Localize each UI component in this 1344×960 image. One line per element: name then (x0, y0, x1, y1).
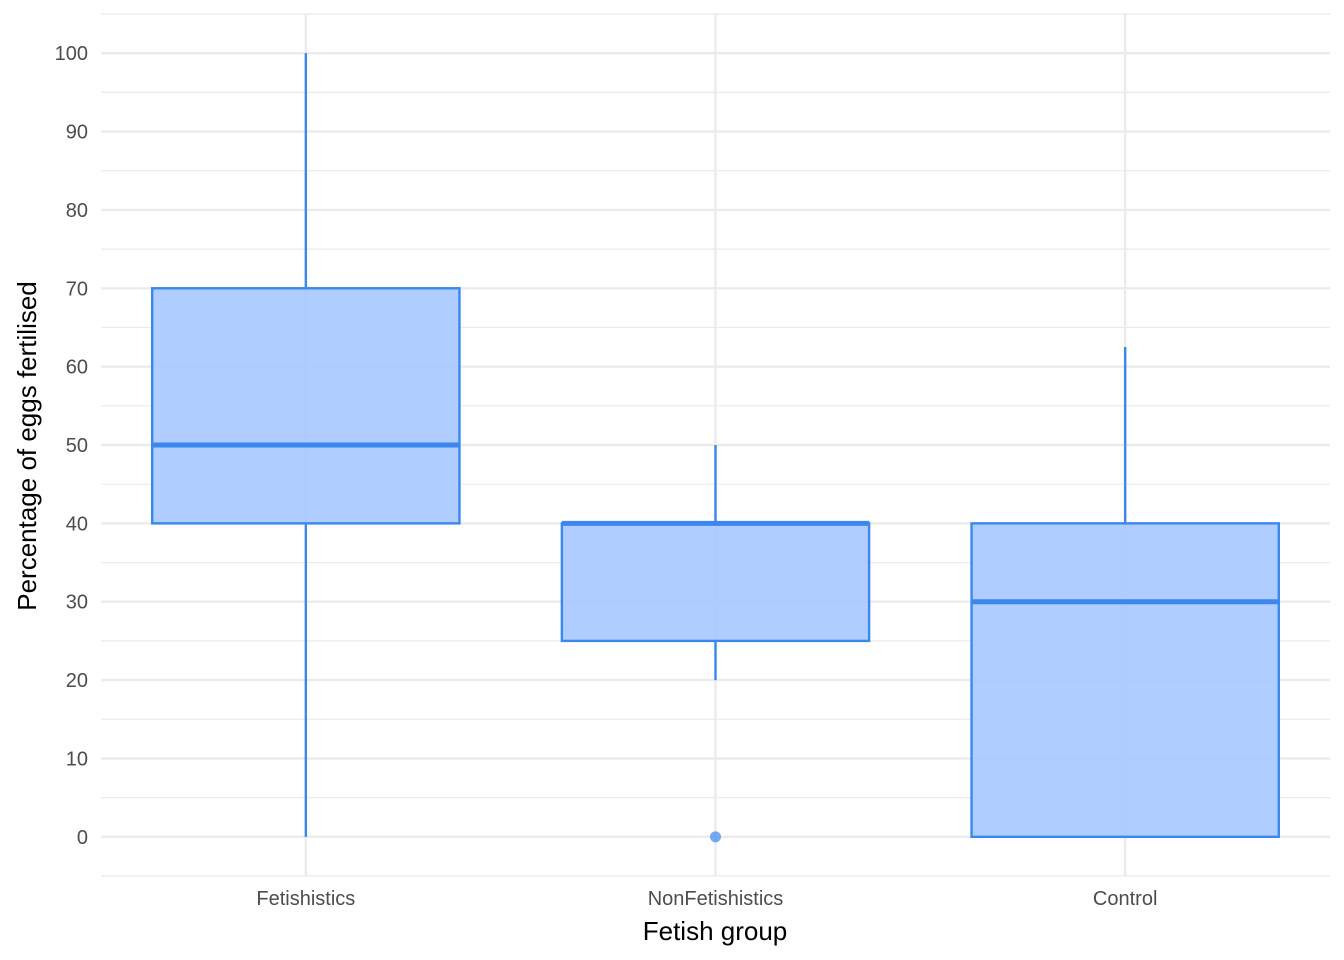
box-control (970, 347, 1280, 839)
y-tick-label: 60 (66, 357, 88, 379)
y-tick-labels: 0 10 20 30 40 50 60 70 80 90 100 (55, 43, 88, 849)
y-tick-label: 30 (66, 592, 88, 614)
x-tick-label: NonFetishistics (648, 888, 784, 910)
box-fetishistics (151, 53, 461, 837)
y-tick-label: 10 (66, 748, 88, 770)
y-tick-label: 80 (66, 200, 88, 222)
outlier-point (710, 831, 721, 843)
y-tick-label: 50 (66, 435, 88, 457)
box-body (560, 522, 871, 643)
x-tick-label: Fetishistics (256, 888, 355, 910)
box-nonfetishistics (560, 445, 871, 843)
x-axis-title: Fetish group (643, 916, 788, 946)
boxes (151, 53, 1280, 843)
y-tick-label: 0 (77, 827, 88, 849)
y-tick-label: 100 (55, 43, 88, 65)
y-tick-label: 70 (66, 278, 88, 300)
box-body (151, 287, 461, 525)
x-tick-label: Control (1093, 888, 1157, 910)
y-tick-label: 90 (66, 122, 88, 144)
y-axis-title: Percentage of eggs fertilised (12, 281, 42, 611)
box-body (970, 522, 1280, 839)
x-tick-labels: Fetishistics NonFetishistics Control (256, 888, 1157, 910)
y-tick-label: 40 (66, 513, 88, 535)
y-tick-label: 20 (66, 670, 88, 692)
